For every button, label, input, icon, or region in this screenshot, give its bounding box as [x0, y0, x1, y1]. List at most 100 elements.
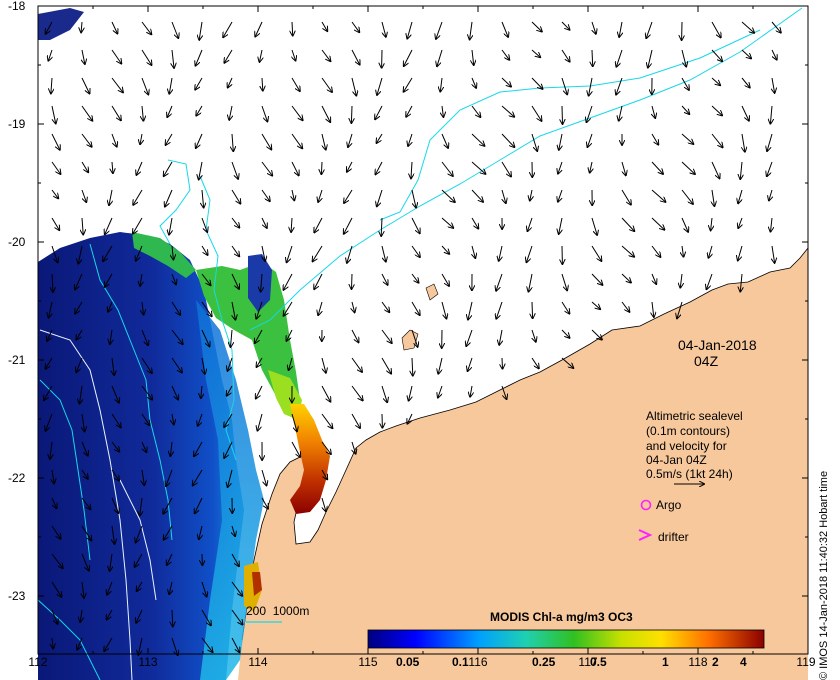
velocity-arrow — [109, 189, 112, 205]
credit-label: © IMOS 14-Jan-2018 11:40:32 Hobart time — [818, 470, 830, 680]
y-tick-label: -20 — [8, 235, 26, 249]
legend-line: (0.1m contours) — [646, 424, 731, 438]
velocity-arrow — [231, 189, 240, 204]
velocity-arrow — [258, 413, 263, 431]
velocity-arrow — [103, 245, 113, 261]
velocity-arrow — [111, 497, 118, 513]
velocity-arrow — [172, 245, 173, 259]
velocity-arrow — [257, 357, 263, 367]
velocity-arrow — [224, 441, 233, 458]
velocity-arrow — [471, 133, 484, 146]
velocity-arrow — [80, 385, 83, 404]
velocity-arrow — [381, 273, 388, 285]
velocity-arrow — [502, 357, 503, 369]
x-tick-label: 113 — [138, 655, 158, 669]
velocity-arrow — [646, 21, 653, 38]
y-tick-label: -22 — [8, 471, 26, 485]
velocity-arrow — [436, 21, 443, 39]
velocity-arrow — [201, 581, 207, 597]
chlorophyll-green — [132, 232, 196, 278]
velocity-arrow — [105, 217, 113, 234]
colorbar-tick: 2 — [712, 655, 719, 669]
velocity-arrow — [51, 609, 58, 624]
velocity-arrow — [619, 105, 622, 121]
velocity-arrow — [562, 105, 563, 124]
velocity-arrow — [202, 357, 205, 374]
chlorophyll-fragment — [38, 8, 84, 40]
velocity-arrow — [81, 105, 92, 121]
velocity-arrow — [81, 441, 88, 456]
velocity-arrow — [141, 385, 152, 400]
velocity-arrow — [140, 497, 142, 516]
velocity-arrow — [291, 413, 297, 431]
velocity-arrow — [231, 609, 243, 625]
legend-line: 0.5m/s (1kt 24h) — [646, 467, 733, 481]
velocity-arrow — [201, 245, 208, 255]
velocity-arrow — [742, 133, 745, 152]
velocity-arrow — [141, 441, 146, 452]
velocity-arrow — [496, 301, 503, 319]
velocity-arrow — [82, 217, 83, 234]
velocity-arrow — [107, 581, 113, 595]
legend-line: 04-Jan 04Z — [646, 453, 707, 467]
velocity-arrow — [561, 273, 567, 290]
velocity-arrow — [408, 133, 412, 146]
velocity-arrow — [619, 21, 622, 37]
velocity-arrow — [351, 21, 359, 32]
velocity-arrow — [199, 525, 202, 539]
velocity-arrow — [231, 245, 239, 256]
velocity-arrow — [381, 245, 386, 262]
velocity-arrow — [51, 581, 62, 597]
velocity-arrow — [531, 133, 537, 151]
velocity-arrow — [406, 105, 413, 117]
velocity-arrow — [261, 133, 271, 149]
velocity-arrow — [501, 161, 511, 177]
velocity-arrow — [531, 77, 543, 89]
velocity-arrow — [196, 105, 203, 116]
colorbar-tick: 0.1 — [452, 655, 469, 669]
velocity-arrow — [438, 385, 443, 398]
velocity-arrow — [351, 329, 359, 342]
velocity-arrow — [351, 357, 362, 372]
velocity-arrow — [738, 189, 743, 203]
velocity-arrow — [621, 217, 634, 231]
velocity-arrow — [740, 273, 742, 292]
velocity-arrow — [652, 105, 655, 118]
y-tick-label: -21 — [8, 353, 26, 367]
velocity-arrow — [172, 273, 176, 284]
velocity-arrow — [193, 469, 203, 485]
velocity-arrow — [321, 77, 332, 92]
velocity-arrow — [112, 525, 115, 544]
velocity-arrow — [111, 77, 123, 92]
velocity-arrow — [588, 133, 593, 147]
velocity-arrow — [171, 357, 182, 373]
x-tick-label: 116 — [468, 655, 488, 669]
velocity-arrow — [107, 609, 113, 620]
velocity-arrow — [496, 273, 503, 291]
velocity-arrow — [141, 49, 152, 65]
velocity-arrow — [141, 357, 152, 373]
velocity-arrow — [377, 133, 383, 143]
sealevel-contours-light — [39, 329, 157, 680]
velocity-arrow — [194, 441, 203, 456]
velocity-arrow — [77, 637, 83, 650]
velocity-arrow — [255, 21, 263, 37]
velocity-arrow — [738, 245, 743, 260]
velocity-arrow — [51, 497, 57, 508]
velocity-arrow — [321, 469, 327, 479]
velocity-arrow — [531, 21, 542, 32]
velocity-arrow — [171, 329, 183, 344]
velocity-arrow — [261, 217, 267, 228]
velocity-arrow — [501, 49, 509, 60]
chlorophyll-high-south — [252, 572, 262, 596]
velocity-arrow — [321, 413, 332, 428]
velocity-arrow — [260, 49, 263, 62]
velocity-arrow — [52, 637, 53, 648]
velocity-arrow — [81, 553, 89, 571]
velocity-arrow — [558, 161, 563, 174]
drifter-marker — [638, 529, 653, 541]
velocity-arrow — [163, 497, 173, 514]
velocity-arrow — [314, 217, 323, 232]
legend-line: Altimetric sealevel — [646, 409, 743, 423]
velocity-arrow — [111, 441, 119, 452]
